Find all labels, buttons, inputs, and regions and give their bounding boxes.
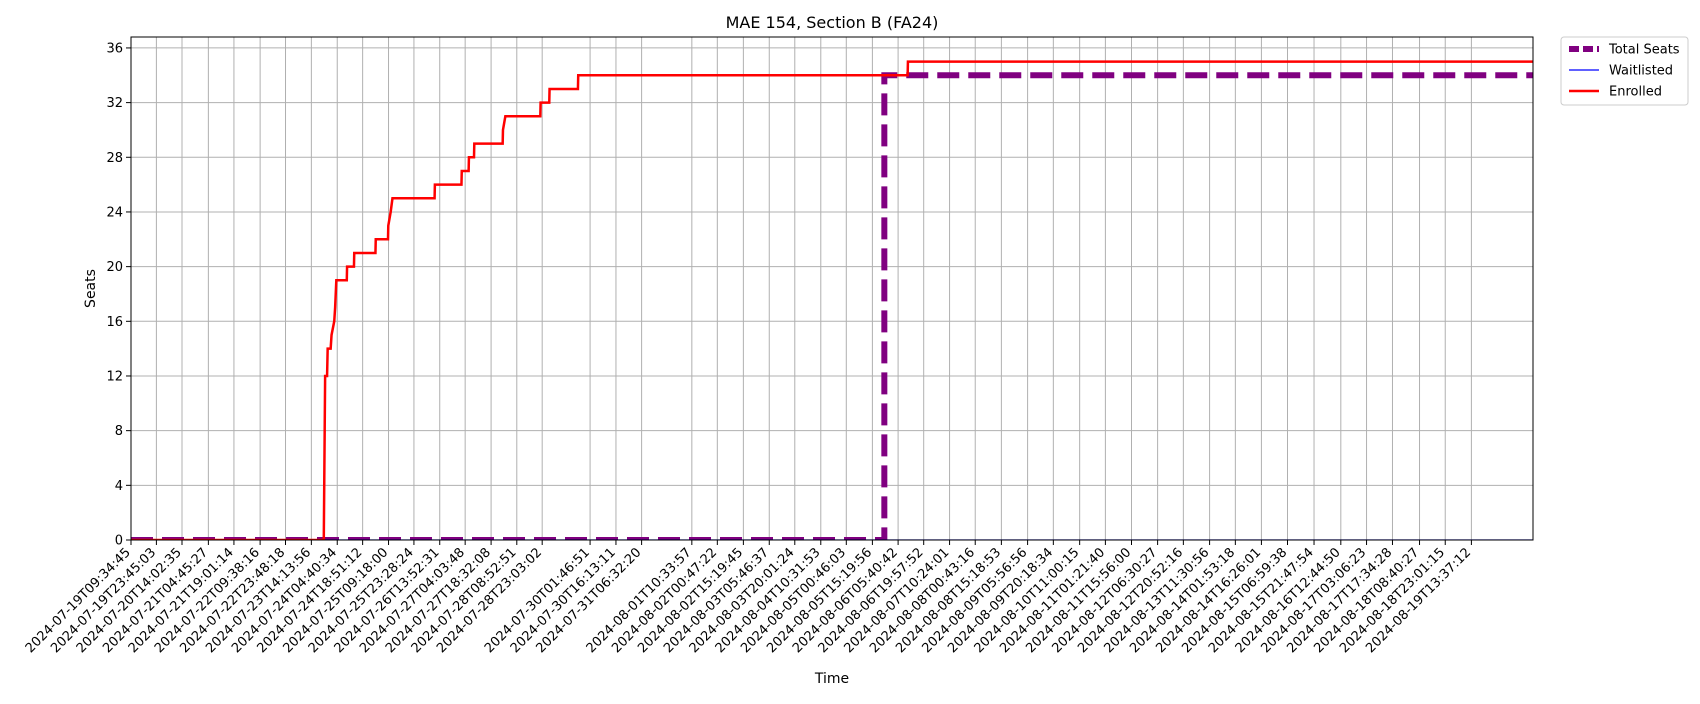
plot-frame <box>130 36 1534 541</box>
y-axis-title: Seats <box>83 269 99 308</box>
grid-layer <box>130 37 1533 541</box>
legend-box <box>1560 36 1689 106</box>
legend: Total Seats Waitlisted Enrolled <box>1560 36 1689 106</box>
y-tick-label: 12 <box>106 369 123 384</box>
tick-layer: 048121620242832362024-07-19T09:34:452024… <box>23 41 1474 656</box>
series-line-enrolled <box>131 60 1533 540</box>
y-tick-label: 36 <box>106 41 123 56</box>
y-tick-label: 16 <box>106 315 123 330</box>
legend-label-waitlisted: Waitlisted <box>1609 64 1673 79</box>
series-layer <box>131 60 1533 540</box>
y-tick-label: 4 <box>115 479 123 494</box>
chart-title: MAE 154, Section B (FA24) <box>726 13 939 32</box>
y-tick-label: 8 <box>115 424 123 439</box>
y-tick-label: 28 <box>106 151 123 166</box>
y-tick-label: 24 <box>106 205 123 220</box>
y-tick-label: 20 <box>106 260 123 275</box>
y-tick-label: 0 <box>115 534 123 549</box>
series-line-total-seats <box>131 72 1533 540</box>
legend-label-enrolled: Enrolled <box>1609 85 1662 100</box>
x-axis-title: Time <box>814 671 849 687</box>
y-tick-label: 32 <box>106 96 123 111</box>
legend-label-total-seats: Total Seats <box>1608 43 1680 58</box>
